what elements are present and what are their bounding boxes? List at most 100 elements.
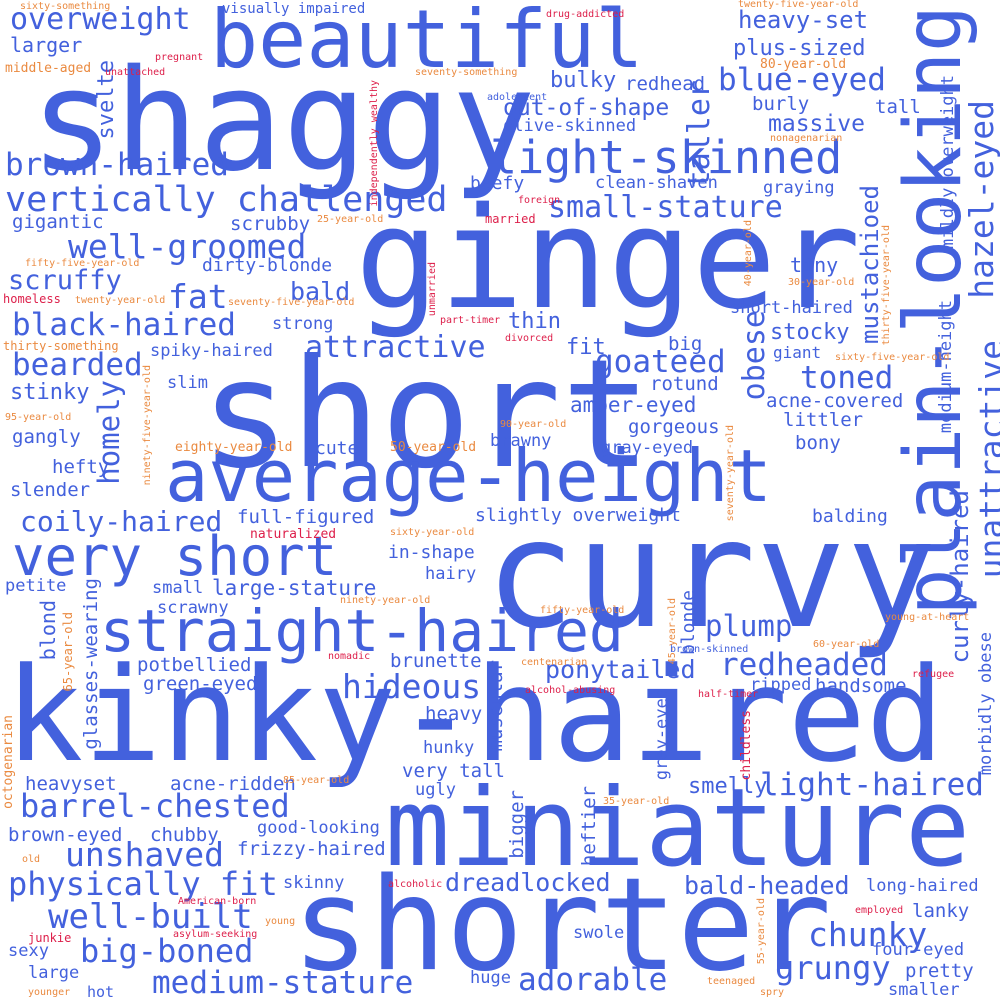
word-95-year-old: 95-year-old bbox=[5, 412, 72, 423]
word-coily-haired: coily-haired bbox=[20, 505, 223, 538]
word-twenty-five-year-old: twenty-five-year-old bbox=[738, 0, 859, 10]
word-seventy-something: seventy-something bbox=[415, 67, 518, 78]
word-large: large bbox=[28, 963, 80, 983]
word-miniature: miniature bbox=[385, 766, 971, 891]
word-ponytailed: ponytailed bbox=[545, 655, 696, 684]
word-teenaged: teenaged bbox=[707, 976, 756, 987]
word-brunette: brunette bbox=[390, 650, 482, 672]
word-heavyset: heavyset bbox=[25, 773, 117, 795]
word-light-haired: light-haired bbox=[760, 767, 984, 803]
word-55-year-old: 55-year-old bbox=[756, 898, 767, 965]
word-very-short: very short bbox=[12, 525, 338, 588]
word-seventy-five-year-old: seventy-five-year-old bbox=[228, 297, 355, 308]
word-drug-addicted: drug-addicted bbox=[546, 9, 625, 20]
word-massive: massive bbox=[768, 111, 865, 137]
word-overweight: overweight bbox=[10, 2, 191, 37]
word-skinny: skinny bbox=[283, 873, 345, 893]
word-swole: swole bbox=[573, 923, 625, 943]
word-ninety-year-old: ninety-year-old bbox=[340, 595, 431, 606]
word-bearded: bearded bbox=[12, 347, 143, 383]
word-vertically-challenged: vertically challenged bbox=[5, 180, 448, 220]
word-burly: burly bbox=[752, 93, 810, 115]
word-old: old bbox=[22, 854, 41, 865]
word-curvy: curvy bbox=[485, 488, 937, 662]
word-small: small bbox=[152, 578, 204, 598]
word-beautiful: beautiful bbox=[210, 0, 644, 86]
word-hunky: hunky bbox=[423, 738, 475, 758]
word-green-eyed: green-eyed bbox=[143, 673, 258, 695]
word-asylum-seeking: asylum-seeking bbox=[173, 929, 258, 940]
word-kinky-haired: kinky-haired bbox=[5, 639, 945, 791]
word-handsome: handsome bbox=[815, 675, 907, 697]
word-pregnant: pregnant bbox=[155, 52, 204, 63]
word-shaggy: shaggy bbox=[30, 40, 536, 203]
word-slender: slender bbox=[10, 479, 91, 501]
word-thirty-something: thirty-something bbox=[3, 339, 119, 353]
word-bigger: bigger bbox=[506, 790, 528, 859]
word-physically-fit: physically fit bbox=[8, 865, 278, 903]
word-smaller: smaller bbox=[888, 980, 960, 1000]
word-ugly: ugly bbox=[415, 780, 456, 800]
word-ripped: ripped bbox=[750, 675, 812, 695]
word-brown-skinned: brown-skinned bbox=[670, 644, 749, 655]
word-90-year-old: 90-year-old bbox=[500, 419, 567, 430]
word-lanky: lanky bbox=[912, 900, 970, 922]
word-junkie: junkie bbox=[28, 931, 72, 945]
word-dirty-blonde: dirty-blonde bbox=[202, 255, 333, 276]
word-attractive: attractive bbox=[305, 330, 486, 365]
word-in-shape: in-shape bbox=[388, 542, 475, 563]
word-big-boned: big-boned bbox=[80, 932, 254, 970]
word-hideous: hideous bbox=[342, 667, 482, 706]
word-cute: cute bbox=[315, 438, 359, 459]
word-thirty-five-year-old: thirty-five-year-old bbox=[881, 225, 892, 346]
word-giant: giant bbox=[773, 343, 822, 362]
word-adorable: adorable bbox=[518, 962, 668, 998]
word-unmarried: unmarried bbox=[427, 262, 438, 317]
word-dreadlocked: dreadlocked bbox=[445, 868, 611, 897]
word-seventy-year-old: seventy-year-old bbox=[725, 425, 736, 522]
word-medium-height: medium-height bbox=[936, 300, 956, 434]
word-brown-haired: brown-haired bbox=[5, 147, 229, 183]
word-40-year-old: 40-year-old bbox=[743, 220, 754, 287]
word-unattractive: unattractive bbox=[972, 340, 1000, 579]
word-morbidly-obese: morbidly obese bbox=[976, 632, 996, 776]
word-plump: plump bbox=[705, 609, 793, 643]
word-gigantic: gigantic bbox=[12, 211, 104, 233]
word-scrubby: scrubby bbox=[230, 213, 311, 235]
word-twenty-year-old: twenty-year-old bbox=[75, 295, 166, 306]
word-good-looking: good-looking bbox=[257, 818, 380, 838]
word-naturalized: naturalized bbox=[250, 527, 337, 542]
word-redheaded: redheaded bbox=[720, 647, 888, 683]
word-well-groomed: well-groomed bbox=[68, 227, 307, 266]
word-childless: childless bbox=[739, 710, 754, 781]
word-balding: balding bbox=[812, 506, 888, 527]
word-heftier: heftier bbox=[578, 786, 600, 867]
word-chubby: chubby bbox=[150, 824, 219, 846]
word-curly-haired: curly-haired bbox=[946, 490, 974, 664]
word-hefty: hefty bbox=[52, 456, 110, 478]
word-hot: hot bbox=[87, 983, 115, 1000]
word-short-haired: short-haired bbox=[730, 298, 853, 318]
word-hairy: hairy bbox=[425, 564, 477, 584]
word-65-year-old: 65-year-old bbox=[61, 612, 75, 692]
word-beefy: beefy bbox=[470, 173, 525, 194]
word-straight-haired: straight-haired bbox=[100, 597, 624, 665]
word-stocky: stocky bbox=[770, 320, 850, 345]
word-homeless: homeless bbox=[3, 292, 61, 306]
word-olive-skinned: olive-skinned bbox=[503, 116, 637, 136]
word-middle-aged: middle-aged bbox=[5, 61, 92, 76]
word-acne-ridden: acne-ridden bbox=[170, 773, 296, 795]
word-thin: thin bbox=[508, 309, 561, 334]
word-littler: littler bbox=[783, 409, 864, 431]
word-pretty: pretty bbox=[905, 960, 974, 982]
word-well-built: well-built bbox=[48, 897, 253, 937]
word-gorgeous: gorgeous bbox=[628, 416, 720, 438]
word-shorter: shorter bbox=[292, 851, 832, 1000]
word-slim: slim bbox=[167, 373, 208, 393]
word-big: big bbox=[668, 333, 703, 355]
word-60-year-old: 60-year-old bbox=[813, 639, 880, 650]
word-out-of-shape: out-of-shape bbox=[503, 95, 670, 121]
word-black-haired: black-haired bbox=[12, 307, 236, 343]
word-petite: petite bbox=[5, 576, 67, 596]
word-alcoholic: alcoholic bbox=[388, 879, 443, 890]
